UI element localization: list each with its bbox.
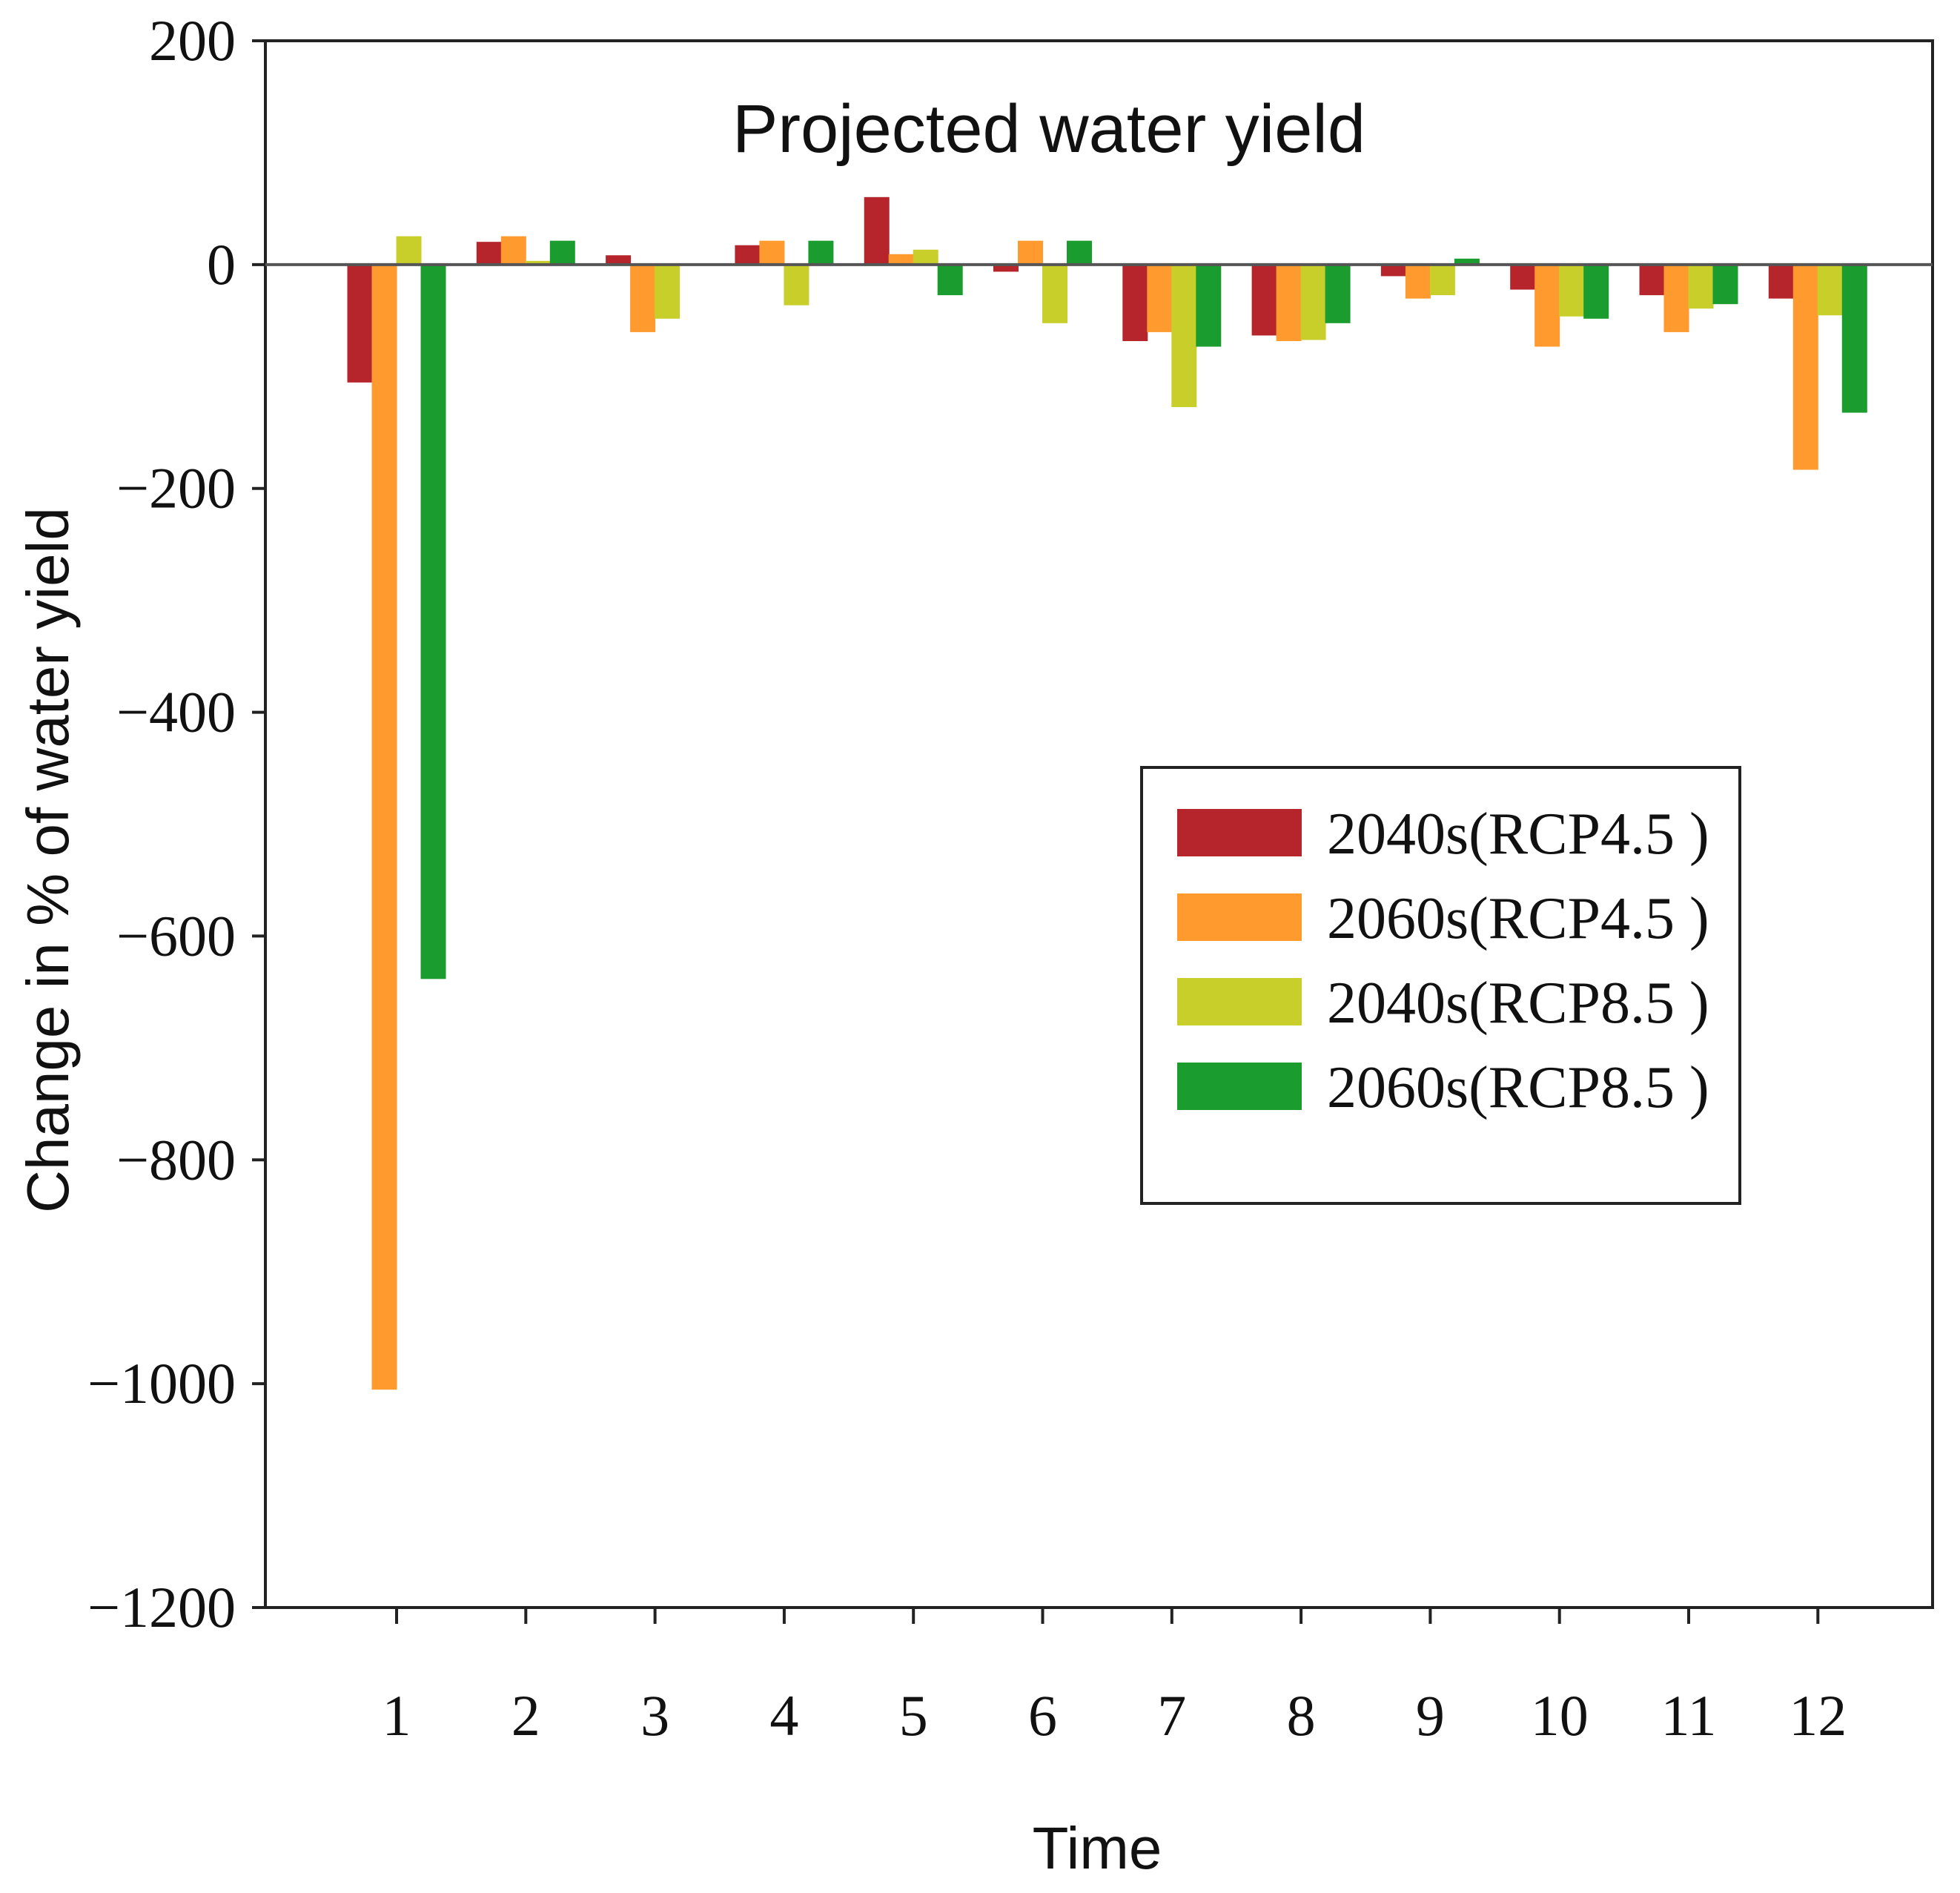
x-tick-label: 11 [1661, 1683, 1716, 1748]
legend-label: 2060s(RCP4.5 ) [1327, 886, 1709, 951]
bar-2040s-rcp8-5-month-12 [1817, 264, 1843, 316]
bar-2040s-rcp8-5-month-8 [1300, 264, 1326, 340]
bar-2060s-rcp4-5-month-3 [630, 264, 656, 332]
bar-2040s-rcp4-5-month-10 [1510, 264, 1536, 290]
bar-2060s-rcp4-5-month-1 [371, 264, 397, 1390]
bar-2040s-rcp8-5-month-11 [1688, 264, 1714, 309]
legend-swatch [1177, 893, 1302, 941]
bar-2060s-rcp4-5-month-11 [1663, 264, 1689, 332]
x-tick-label: 6 [1028, 1683, 1057, 1748]
bar-2060s-rcp4-5-month-10 [1534, 264, 1560, 347]
bar-2060s-rcp8-5-month-10 [1583, 264, 1609, 319]
y-tick-label: −400 [116, 680, 236, 744]
x-tick-label: 5 [899, 1683, 928, 1748]
y-axis: 200 0 −200 −400 −600 −800 −1000 −1200 [87, 8, 265, 1639]
bar-2040s-rcp4-5-month-12 [1768, 264, 1794, 299]
bar-2040s-rcp4-5-month-8 [1251, 264, 1277, 336]
bar-2040s-rcp4-5-month-11 [1639, 264, 1665, 296]
bar-2060s-rcp8-5-month-11 [1712, 264, 1738, 305]
bar-2040s-rcp8-5-month-7 [1171, 264, 1197, 408]
y-tick-label: −1200 [87, 1575, 236, 1639]
legend-label: 2060s(RCP8.5 ) [1327, 1055, 1709, 1120]
bar-2060s-rcp4-5-month-6 [1018, 240, 1043, 265]
x-tick-label: 2 [511, 1683, 540, 1748]
legend-label: 2040s(RCP8.5 ) [1327, 971, 1709, 1036]
legend-label: 2040s(RCP4.5 ) [1327, 802, 1709, 867]
bar-2060s-rcp4-5-month-2 [500, 236, 526, 265]
bar-2060s-rcp8-5-month-2 [549, 240, 575, 265]
bar-2040s-rcp8-5-month-1 [396, 236, 422, 265]
bar-2040s-rcp8-5-month-9 [1429, 264, 1455, 296]
bar-2040s-rcp4-5-month-7 [1122, 264, 1148, 341]
x-tick-label: 12 [1789, 1683, 1847, 1748]
x-tick-label: 10 [1531, 1683, 1589, 1748]
bar-2060s-rcp8-5-month-7 [1196, 264, 1222, 347]
legend: 2040s(RCP4.5 ) 2060s(RCP4.5 ) 2040s(RCP8.5… [1140, 766, 1741, 1205]
y-tick-label: −600 [116, 903, 236, 968]
bar-2040s-rcp4-5-month-1 [347, 264, 373, 383]
bar-2040s-rcp4-5-month-9 [1380, 264, 1406, 277]
bar-2040s-rcp8-5-month-3 [655, 264, 681, 319]
chart-title: Projected water yield [732, 91, 1365, 167]
bar-2040s-rcp8-5-month-4 [784, 264, 810, 305]
bar-2040s-rcp8-5-month-5 [913, 249, 938, 265]
bar-2060s-rcp8-5-month-1 [420, 264, 446, 979]
y-tick-label: 200 [149, 8, 236, 73]
bar-2060s-rcp8-5-month-8 [1325, 264, 1351, 323]
x-tick-label: 8 [1287, 1683, 1316, 1748]
bar-2060s-rcp4-5-month-7 [1147, 264, 1173, 332]
bar-2060s-rcp4-5-month-9 [1405, 264, 1431, 299]
y-axis-title: Change in % of water yield [15, 507, 81, 1213]
bar-2040s-rcp8-5-month-10 [1559, 264, 1585, 317]
x-tick-label: 9 [1416, 1683, 1445, 1748]
bar-2040s-rcp4-5-month-4 [735, 245, 761, 265]
bar-2060s-rcp8-5-month-12 [1841, 264, 1867, 413]
legend-swatch [1177, 1063, 1302, 1110]
bar-2060s-rcp4-5-month-4 [759, 240, 785, 265]
x-tick-label: 7 [1157, 1683, 1186, 1748]
bar-2060s-rcp4-5-month-5 [888, 254, 914, 265]
bar-2040s-rcp4-5-month-5 [864, 196, 890, 265]
x-tick-label: 3 [640, 1683, 669, 1748]
bar-2060s-rcp8-5-month-6 [1067, 240, 1092, 265]
y-tick-label: −200 [116, 456, 236, 521]
bar-2060s-rcp8-5-month-4 [808, 240, 834, 265]
x-axis: 1 2 3 4 5 6 7 8 9 10 11 12 [383, 1608, 1847, 1748]
y-tick-label: −1000 [87, 1351, 236, 1415]
bar-2060s-rcp8-5-month-5 [937, 264, 963, 296]
x-tick-label: 1 [383, 1683, 411, 1748]
bar-2060s-rcp4-5-month-8 [1276, 264, 1302, 341]
bar-2040s-rcp4-5-month-2 [476, 242, 502, 265]
bar-2040s-rcp8-5-month-6 [1042, 264, 1067, 323]
y-tick-label: −800 [116, 1127, 236, 1192]
x-axis-title: Time [1033, 1815, 1162, 1881]
legend-swatch [1177, 809, 1302, 856]
legend-swatch [1177, 978, 1302, 1025]
x-tick-label: 4 [769, 1683, 798, 1748]
bar-2060s-rcp4-5-month-12 [1792, 264, 1818, 470]
y-tick-label: 0 [207, 232, 236, 297]
